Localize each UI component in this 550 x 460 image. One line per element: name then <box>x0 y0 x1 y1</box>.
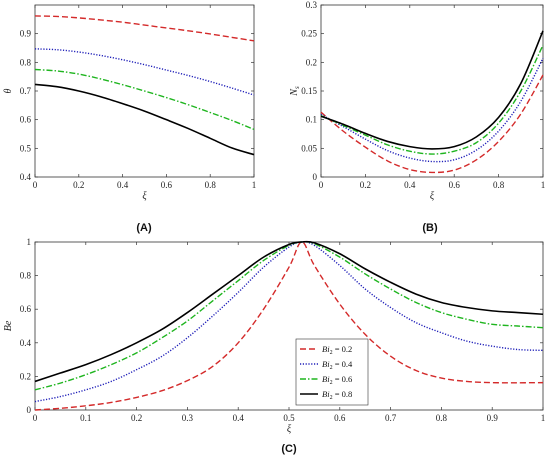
c-xtick-label: 0 <box>33 413 38 423</box>
b-plot-frame <box>320 4 544 178</box>
a-ytick-label: 0.9 <box>20 29 32 39</box>
c-xtick-label: 0.2 <box>131 413 142 423</box>
c-ytick-label: 0.6 <box>20 304 32 314</box>
c-ytick-label: 0 <box>27 405 32 415</box>
c-series-line-2 <box>34 241 544 403</box>
b-ytick-label: 0.3 <box>306 0 318 10</box>
a-series-line-4 <box>34 83 255 156</box>
a-ytick-label: 0.7 <box>20 86 32 96</box>
c-xtick-label: 0.7 <box>385 413 397 423</box>
b-xtick-label: 1 <box>541 180 546 190</box>
panel-a-label: (A) <box>136 222 152 234</box>
c-series-line-1 <box>34 241 544 411</box>
b-ytick-label: 0.1 <box>306 115 317 125</box>
b-ytick-label: 0.25 <box>301 29 317 39</box>
a-xtick-label: 1 <box>252 180 257 190</box>
b-series-line-2 <box>320 57 544 163</box>
a-xtick-label: 0.6 <box>161 180 173 190</box>
legend-entry-label: Bi2 = 0.6 <box>322 374 352 386</box>
b-series-line-4 <box>320 30 544 150</box>
panel-b-chart: 0 0.2 0.4 0.6 0.8 1 0 0.05 0.1 0.15 0.2 0.25 0.3 ξ Ns <box>289 0 545 202</box>
b-ytick-label: 0 <box>313 172 318 182</box>
b-xtick-label: 0.8 <box>493 180 505 190</box>
panel-b-label: (B) <box>422 222 438 234</box>
a-xaxis-label: ξ <box>142 191 147 202</box>
a-xtick-label: 0.8 <box>205 180 217 190</box>
a-ytick-label: 0.4 <box>20 172 32 182</box>
c-series-line-3 <box>34 241 544 391</box>
c-xtick-label: 0.6 <box>334 413 346 423</box>
c-yaxis-label: Be <box>3 320 14 331</box>
c-xtick-label: 0.5 <box>283 413 295 423</box>
a-series-line-3 <box>34 68 255 131</box>
a-ytick-label: 0.6 <box>20 115 32 125</box>
panel-c-chart: 0 0.1 0.2 0.3 0.4 0.5 0.6 0.7 0.8 0.9 1 0 0.2 0.4 0.6 0… <box>3 237 545 435</box>
legend-entry-label: Bi2 = 0.8 <box>322 389 352 401</box>
b-xtick-label: 0.6 <box>449 180 461 190</box>
b-ytick-label: 0.2 <box>306 57 317 67</box>
a-yaxis-label: θ <box>3 88 14 93</box>
c-xtick-label: 0.4 <box>233 413 245 423</box>
a-series-line-2 <box>34 48 255 96</box>
c-xtick-label: 1 <box>541 413 546 423</box>
c-xtick-label: 0.9 <box>487 413 499 423</box>
c-xtick-label: 0.8 <box>436 413 448 423</box>
b-series-line-3 <box>320 44 544 155</box>
c-xtick-label: 0.1 <box>80 413 91 423</box>
panel-c-label: (C) <box>281 443 297 455</box>
a-ytick-label: 0.8 <box>20 57 32 67</box>
b-series-line-1 <box>320 74 544 174</box>
c-xtick-label: 0.3 <box>182 413 194 423</box>
a-xtick-label: 0.4 <box>117 180 129 190</box>
c-ytick-label: 1 <box>27 237 32 247</box>
b-xaxis-label: ξ <box>430 191 435 202</box>
c-ytick-label: 0.4 <box>20 338 32 348</box>
a-xtick-label: 0 <box>33 180 38 190</box>
a-xtick-label: 0.2 <box>73 180 84 190</box>
b-xtick-label: 0 <box>319 180 324 190</box>
panel-a-chart: 0 0.2 0.4 0.6 0.8 1 0.4 0.5 0.6 0.7 0.8 0.9 ξ θ <box>3 4 257 202</box>
a-ytick-label: 0.5 <box>20 143 32 153</box>
legend-entry-label: Bi2 = 0.2 <box>322 344 352 356</box>
legend: Bi2 = 0.2 Bi2 = 0.4 Bi2 = 0.6 Bi2 = 0.8 <box>295 338 369 406</box>
legend-entry-label: Bi2 = 0.4 <box>322 359 353 371</box>
c-series-line-4 <box>34 240 544 383</box>
a-series-line-1 <box>34 15 255 42</box>
b-xtick-label: 0.2 <box>360 180 371 190</box>
b-ytick-label: 0.15 <box>301 86 317 96</box>
c-ytick-label: 0.2 <box>20 371 31 381</box>
c-ytick-label: 0.8 <box>20 271 32 281</box>
c-xaxis-label: ξ <box>287 424 292 435</box>
b-yaxis-label: Ns <box>289 86 301 97</box>
b-xtick-label: 0.4 <box>404 180 416 190</box>
b-ytick-label: 0.05 <box>301 143 317 153</box>
